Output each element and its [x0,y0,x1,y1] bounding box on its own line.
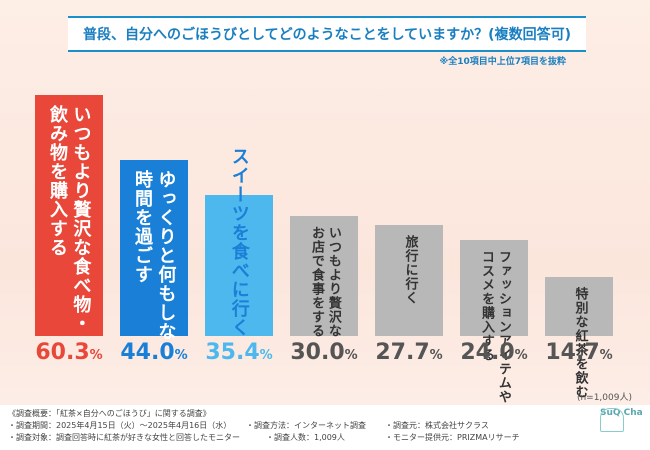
footer-method: ・調査方法：インターネット調査 [246,421,366,430]
logo: SuQ Cha [600,408,643,432]
footer-count: ・調査人数：1,009人 [266,433,345,442]
chart-title: 普段、自分へのごほうびとしてどのようなことをしていますか？(複数回答可) [68,16,586,52]
title-text: 普段、自分へのごほうびとしてどのようなことをしていますか？(複数回答可) [83,27,571,43]
survey-footer: 《調査概要：「紅茶×自分へのごほうび」に関する調査》 ・調査期間：2025年4月… [0,405,650,450]
bar-label: 旅行に行く [402,235,418,306]
bar-6: ファッションアイテムや コスメを購入する [460,240,528,405]
bar-5: 旅行に行く [375,225,443,336]
bar-label: スイーツを食べに行く [228,146,250,337]
footer-heading: 《調査概要：「紅茶×自分へのごほうび」に関する調査》 [8,409,211,418]
sample-size: (n=1,009人) [576,393,632,403]
value-label: 27.7% [375,340,443,365]
logo-house-icon [600,408,624,432]
bar-4: いつもより贅沢な お店で食事をする [290,216,358,339]
bar-7: 特別な紅茶を飲む [545,277,613,400]
value-label: 14.7% [545,340,613,365]
value-label: 35.4% [205,340,273,365]
footer-period: ・調査期間：2025年4月15日（火）～2025年4月16日（水） [8,421,232,430]
chart-note: ※全10項目中上位7項目を抜粋 [439,57,566,67]
bar-2: ゆっくりと何もしない 時間を過ごす [120,160,188,361]
bar-label: ゆっくりと何もしない 時間を過ごす [132,170,177,361]
bar-3: スイーツを食べに行く [205,147,273,337]
bar-label: いつもより贅沢な食べ物・ 飲み物を購入する [47,105,92,333]
bar-label: 特別な紅茶を飲む [572,287,588,400]
bar-label: いつもより贅沢な お店で食事をする [309,226,341,339]
value-label: 60.3% [35,340,103,365]
footer-target: ・調査対象：調査回答時に紅茶が好きな女性と回答したモニター [8,433,240,442]
value-label: 44.0% [120,340,188,365]
footer-provider: ・モニター提供元：PRIZMAリサーチ [385,433,520,442]
bar-1: いつもより贅沢な食べ物・ 飲み物を購入する [35,95,103,336]
bar-label: ファッションアイテムや コスメを購入する [479,250,511,405]
footer-source: ・調査元：株式会社サクラス [385,421,489,430]
value-label: 30.0% [290,340,358,365]
value-label: 24.0% [460,340,528,365]
